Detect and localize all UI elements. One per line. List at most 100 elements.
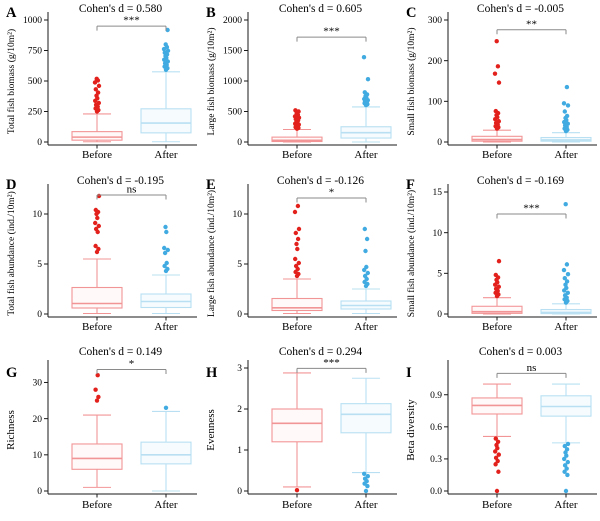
- y-tick-label: 1500: [223, 47, 242, 57]
- outlier-point: [293, 263, 299, 269]
- iqr-box: [271, 136, 323, 143]
- y-axis-label: Large fish abundance (ind./10m²): [206, 190, 217, 317]
- panel-title: Cohen's d = 0.003: [479, 346, 563, 358]
- y-axis-label: Large fish biomass (g/10m²): [206, 28, 217, 136]
- panel-letter: C: [406, 5, 416, 21]
- panel-letter: I: [406, 365, 412, 381]
- panel-E-plot: E Cohen's d = -0.126 0 5 10 Before After Large …: [206, 175, 397, 333]
- y-tick-label: 0: [37, 138, 42, 148]
- outlier-point: [496, 80, 502, 85]
- outlier-point: [165, 48, 171, 53]
- significance-bracket: [496, 213, 567, 219]
- y-tick-label: 10: [233, 210, 243, 220]
- y-tick-label: 0.0: [430, 487, 442, 497]
- outlier-point: [565, 459, 570, 465]
- x-category-label: Before: [82, 499, 112, 511]
- x-category-label: After: [554, 321, 578, 333]
- panel-title: Cohen's d = -0.005: [477, 3, 564, 15]
- x-category-label: After: [354, 149, 378, 161]
- panel-D: D Cohen's d = -0.195 0 5 10 Before After Total …: [0, 172, 200, 344]
- outlier-point: [293, 230, 298, 236]
- boxplot-after-B: [340, 55, 392, 143]
- outlier-point: [362, 226, 367, 232]
- outlier-point: [562, 463, 568, 468]
- boxplot-before-C: [471, 38, 523, 143]
- outlier-point: [362, 273, 368, 279]
- outlier-point: [296, 226, 302, 232]
- panel-letter: A: [6, 5, 17, 21]
- x-category-label: After: [154, 149, 178, 161]
- significance-label: *: [329, 187, 335, 199]
- outlier-point: [565, 103, 571, 108]
- outlier-point: [162, 250, 168, 256]
- boxplot-before-E: [271, 203, 323, 315]
- x-category-label: Before: [282, 149, 312, 161]
- panel-letter: F: [406, 177, 415, 193]
- outlier-point: [493, 449, 498, 454]
- panel-letter: E: [206, 177, 216, 193]
- iqr-box: [540, 308, 592, 315]
- panel-D-plot: D Cohen's d = -0.195 0 5 10 Before After Total …: [6, 175, 197, 333]
- y-tick-label: 20: [33, 415, 43, 425]
- outlier-point: [164, 260, 169, 266]
- significance-bracket: [96, 194, 167, 200]
- boxplot-before-I: [471, 383, 523, 494]
- outlier-point: [494, 488, 500, 494]
- panel-C: C Cohen's d = -0.005 0 100 200 300 Before After…: [400, 0, 600, 172]
- y-tick-label: 300: [428, 16, 443, 26]
- y-tick-label: 2000: [223, 16, 242, 26]
- outlier-point: [95, 90, 101, 95]
- panel-C-plot: C Cohen's d = -0.005 0 100 200 300 Before After…: [406, 3, 597, 161]
- y-tick-label: 100: [428, 98, 443, 108]
- outlier-point: [364, 236, 370, 242]
- x-category-label: Before: [82, 149, 112, 161]
- panel-H-plot: H Cohen's d = 0.294 0 1 2 3 Before After Evennes…: [205, 346, 397, 511]
- panel-title: Cohen's d = -0.126: [277, 175, 364, 187]
- boxplot-before-B: [271, 108, 323, 143]
- significance-bracket: [296, 197, 367, 203]
- iqr-box: [71, 131, 123, 141]
- outlier-point: [165, 59, 170, 64]
- y-tick-label: 0: [237, 310, 242, 320]
- y-tick-label: 5: [237, 260, 242, 270]
- outlier-point: [564, 84, 570, 90]
- y-tick-label: 2: [237, 405, 242, 415]
- y-axis-label: Total fish biomass (g/10m²): [6, 29, 17, 134]
- x-category-label: Before: [482, 149, 512, 161]
- y-tick-label: 0: [437, 310, 442, 320]
- outlier-point: [493, 462, 498, 467]
- significance-label: ns: [527, 362, 537, 374]
- significance-bracket: [296, 367, 367, 373]
- boxplot-after-H: [340, 377, 392, 494]
- panel-I-plot: I Cohen's d = 0.003 0.0 0.3 0.6 0.9 Before Afte…: [405, 346, 597, 511]
- outlier-point: [363, 488, 369, 494]
- outlier-point: [294, 241, 299, 247]
- outlier-point: [295, 246, 300, 252]
- outlier-point: [562, 469, 567, 474]
- y-tick-label: 0: [437, 138, 442, 148]
- y-tick-label: 10: [33, 451, 43, 461]
- outlier-point: [565, 121, 570, 126]
- y-tick-label: 0: [237, 487, 242, 497]
- significance-label: ***: [323, 26, 340, 38]
- boxplot-after-F: [540, 202, 592, 315]
- x-category-label: After: [354, 499, 378, 511]
- boxplot-before-H: [271, 372, 323, 493]
- x-category-label: Before: [282, 321, 312, 333]
- outlier-point: [93, 243, 98, 249]
- y-axis-label: Total fish abundance (ind./10m²): [6, 191, 17, 316]
- y-tick-label: 5: [437, 270, 442, 280]
- outlier-point: [565, 271, 571, 277]
- panel-letter: H: [206, 365, 218, 381]
- significance-label: ***: [523, 202, 540, 214]
- iqr-box: [271, 408, 323, 443]
- outlier-point: [362, 471, 367, 476]
- outlier-point: [93, 87, 99, 92]
- y-axis-label: Small fish abundance (ind./10m²): [406, 190, 417, 317]
- y-tick-label: 0.9: [430, 391, 442, 401]
- outlier-point: [93, 387, 98, 392]
- outlier-point: [365, 76, 371, 82]
- panel-B: B Cohen's d = 0.605 0 500 1000 1500 2000 Before…: [200, 0, 400, 172]
- panel-title: Cohen's d = 0.580: [79, 3, 163, 15]
